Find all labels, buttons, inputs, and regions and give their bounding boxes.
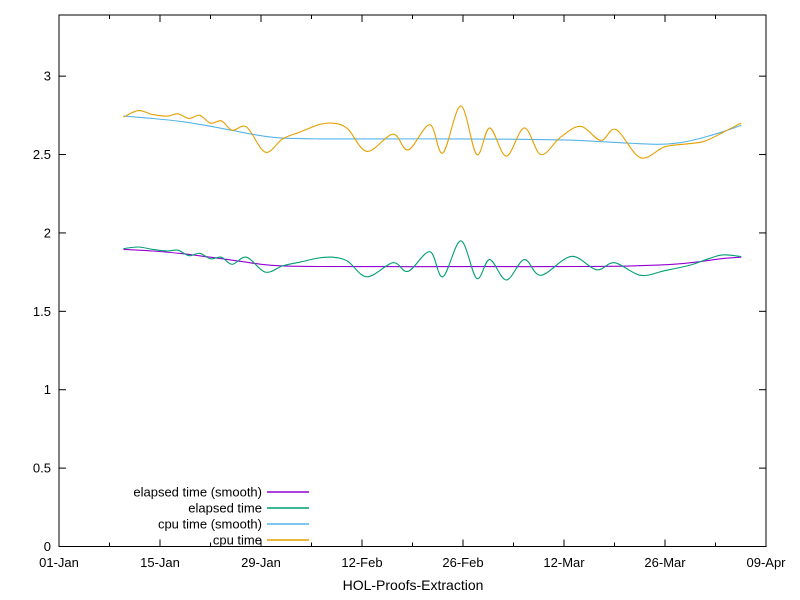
x-tick-label: 12-Feb [341, 555, 382, 570]
curves-layer [123, 105, 742, 281]
x-tick-label: 15-Jan [140, 555, 180, 570]
x-tick-label: 26-Feb [442, 555, 483, 570]
series-elapsed-time-smooth [123, 248, 742, 268]
legend-label: elapsed time (smooth) [133, 485, 262, 500]
y-tick-label: 3 [44, 69, 51, 84]
x-tick-label: 26-Mar [644, 555, 686, 570]
series-cpu-time-smooth [123, 115, 742, 145]
x-tick-label: 12-Mar [543, 555, 585, 570]
series-elapsed-time [123, 240, 742, 281]
y-tick-label: 0 [44, 539, 51, 554]
legend-label: elapsed time [188, 501, 262, 516]
y-tick-label: 1 [44, 382, 51, 397]
x-tick-label: 01-Jan [39, 555, 79, 570]
legend-label: cpu time (smooth) [158, 517, 262, 532]
axes-layer: 01-Jan 15-Jan 29-Jan 12-Feb 26-Feb 12-Mar 26-M… [33, 14, 786, 570]
series-cpu-time [123, 105, 742, 159]
x-tick-label: 09-Apr [746, 555, 786, 570]
plot-border [58, 14, 767, 547]
legend-label: cpu time [213, 533, 262, 548]
x-axis-title: HOL-Proofs-Extraction [343, 577, 484, 593]
y-tick-label: 2 [44, 225, 51, 240]
y-tick-label: 1.5 [33, 304, 51, 319]
y-tick-label: 2.5 [33, 147, 51, 162]
x-tick-label: 29-Jan [241, 555, 281, 570]
y-tick-label: 0.5 [33, 461, 51, 476]
